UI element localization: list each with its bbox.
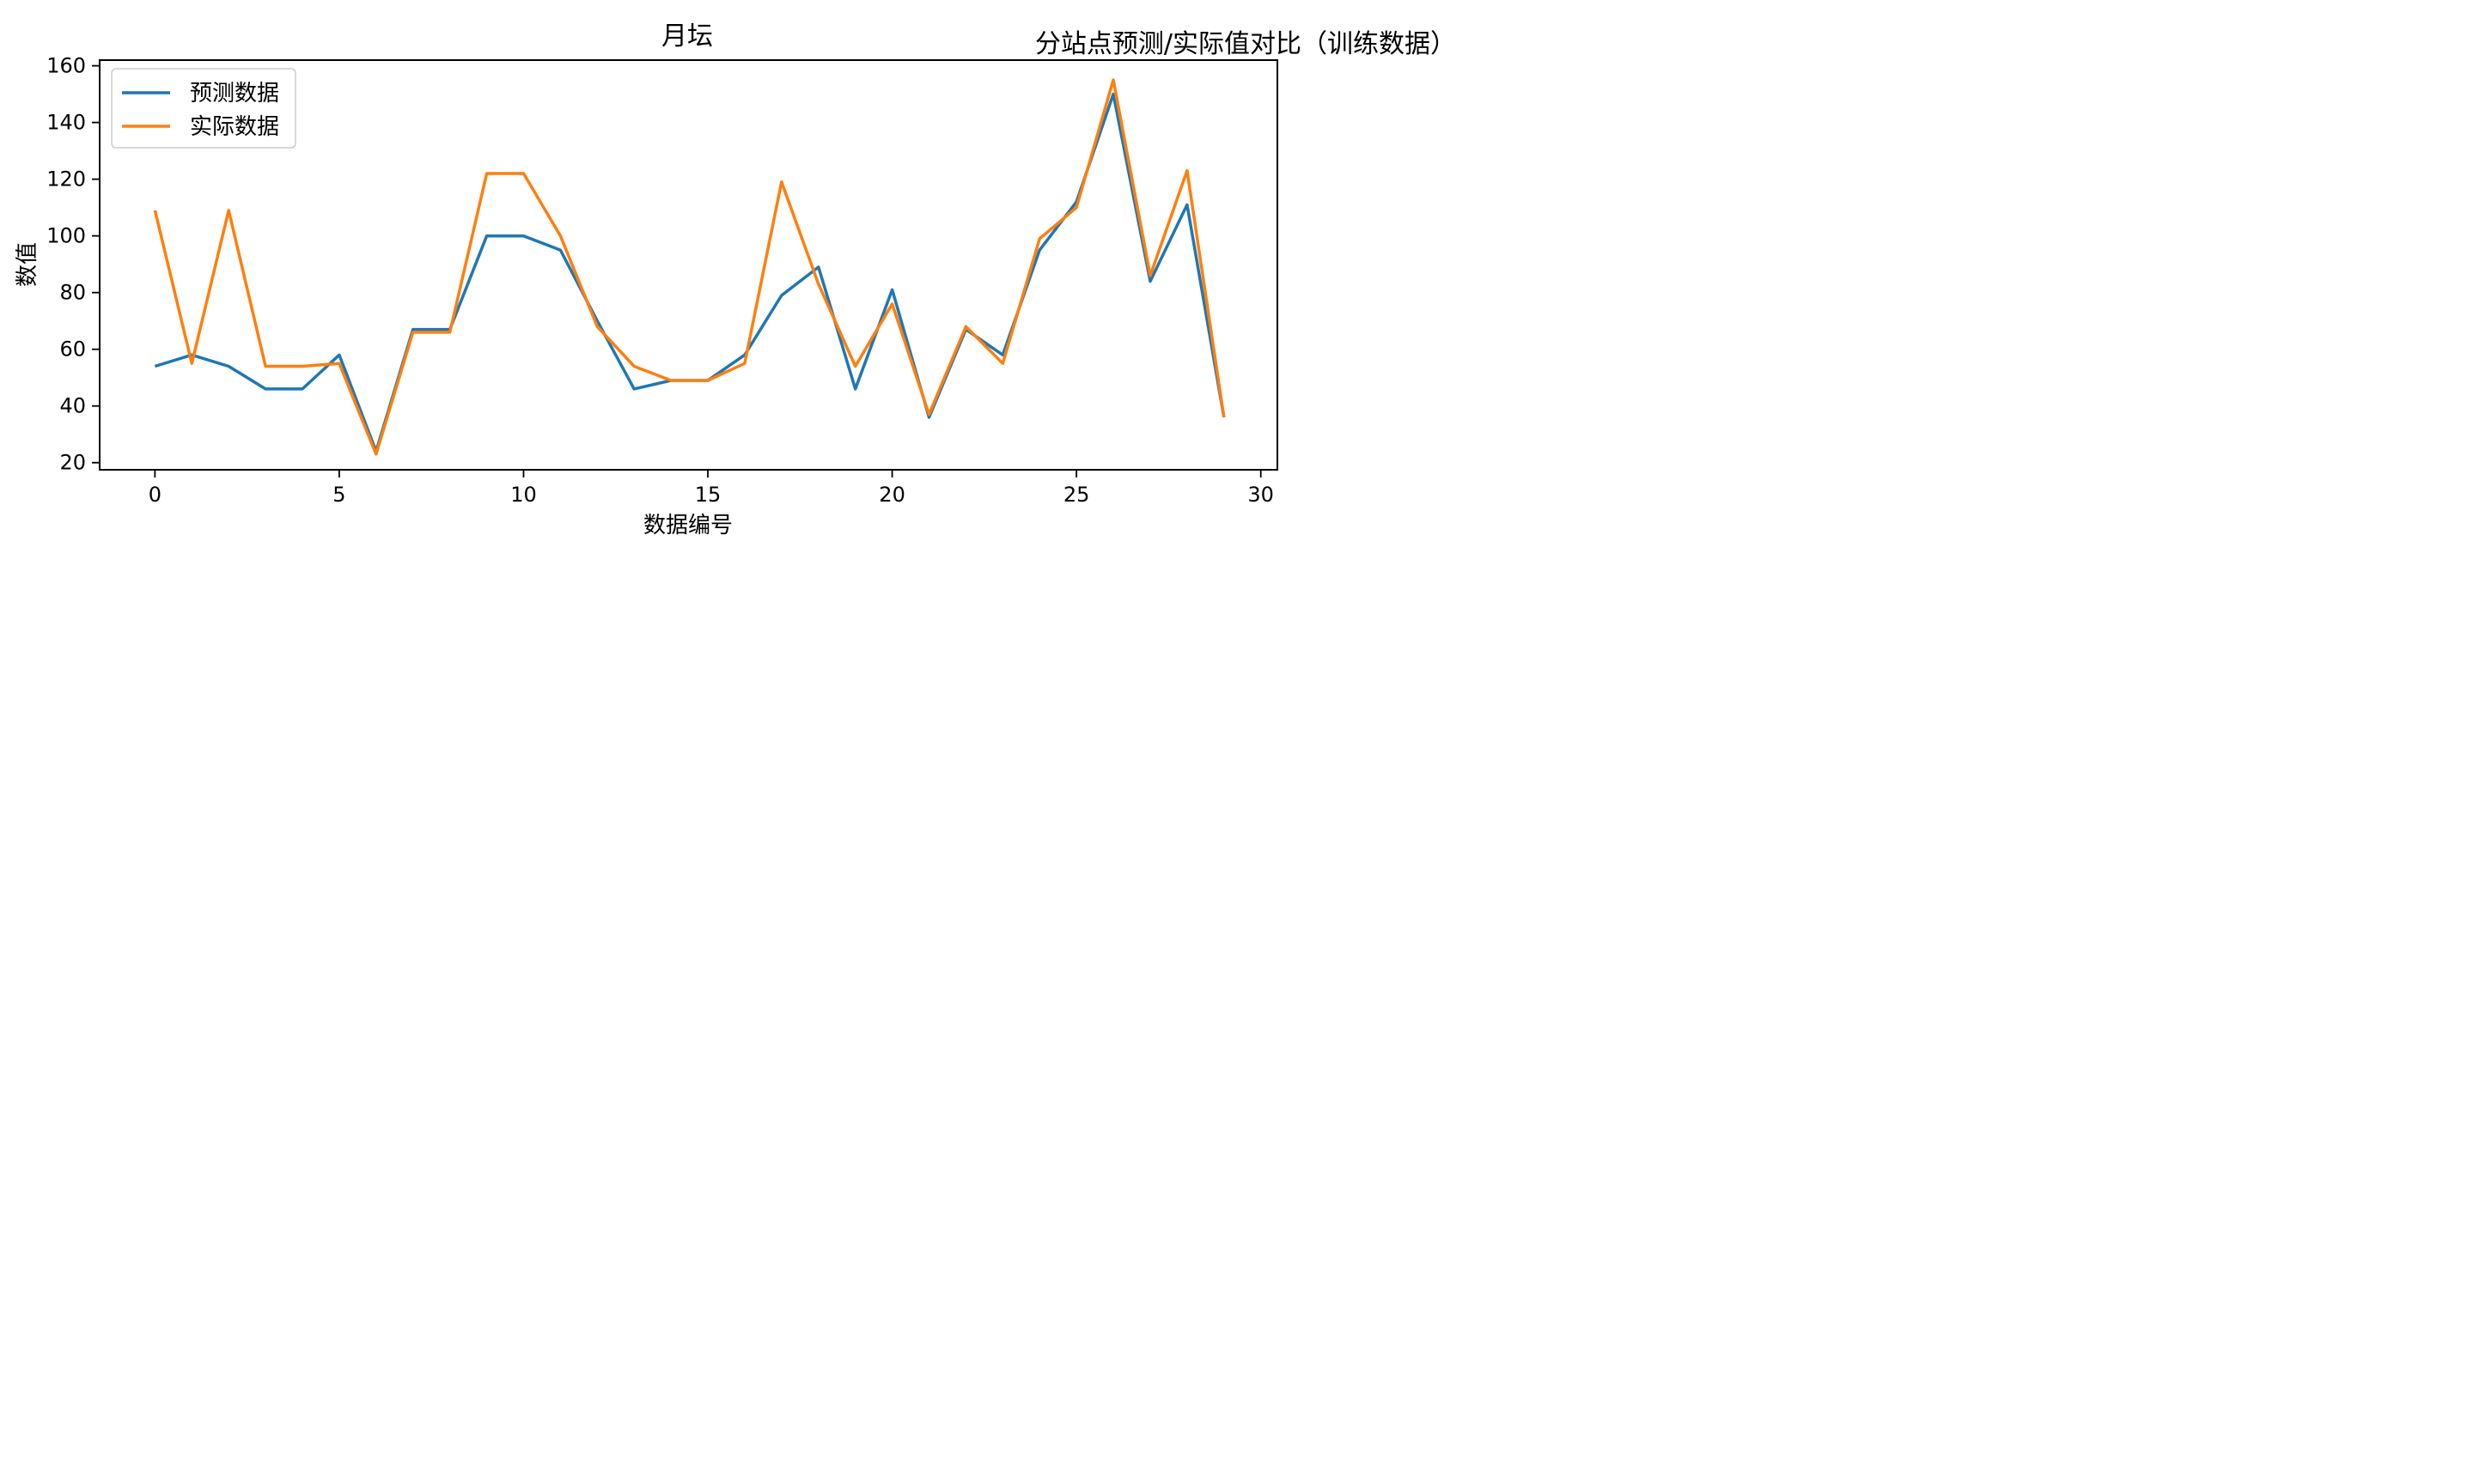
y-tick-label-140: 140 bbox=[46, 111, 86, 135]
chart-title: 月坛 bbox=[661, 21, 713, 52]
y-tick-label-100: 100 bbox=[46, 224, 86, 248]
series-line-1 bbox=[153, 78, 1226, 456]
series-layer bbox=[153, 78, 1226, 456]
x-tick-label-5: 5 bbox=[332, 483, 345, 507]
y-tick-label-20: 20 bbox=[59, 451, 86, 475]
figure-suptitle: 分站点预测/实际值对比（训练数据） bbox=[1035, 29, 1456, 59]
y-tick-label-40: 40 bbox=[59, 394, 86, 418]
x-axis: 0 5 10 15 20 25 30 bbox=[149, 470, 1274, 507]
x-tick-label-0: 0 bbox=[149, 483, 161, 507]
x-tick-label-25: 25 bbox=[1063, 483, 1090, 507]
x-tick-label-10: 10 bbox=[510, 483, 537, 507]
x-axis-label: 数据编号 bbox=[643, 513, 733, 538]
x-tick-label-20: 20 bbox=[879, 483, 905, 507]
y-tick-label-80: 80 bbox=[59, 281, 86, 305]
y-tick-label-60: 60 bbox=[59, 338, 86, 362]
x-tick-label-30: 30 bbox=[1247, 483, 1274, 507]
y-tick-label-120: 120 bbox=[46, 167, 86, 192]
x-tick-label-15: 15 bbox=[695, 483, 722, 507]
legend-label-series-1: 实际数据 bbox=[190, 114, 279, 140]
y-axis-label: 数值 bbox=[15, 242, 40, 287]
y-axis: 20 40 60 80 100 120 140 160 bbox=[46, 54, 100, 475]
legend: 预测数据 实际数据 bbox=[111, 68, 296, 149]
y-tick-label-160: 160 bbox=[46, 54, 86, 78]
plot-frame bbox=[99, 59, 1278, 471]
legend-label-series-0: 预测数据 bbox=[190, 81, 279, 106]
legend-box bbox=[111, 68, 296, 149]
